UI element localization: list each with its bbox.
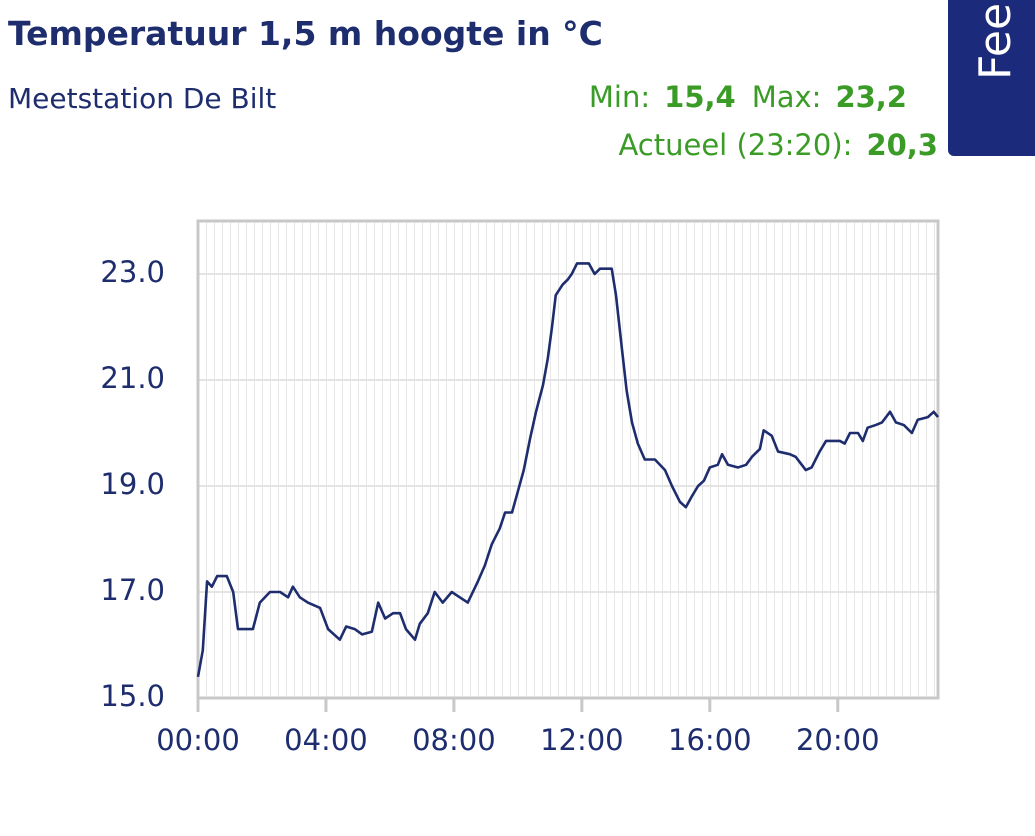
max-value: 23,2 <box>835 80 907 114</box>
current-value: 20,3 <box>866 128 938 162</box>
feedback-tab[interactable]: Fee <box>948 0 1035 156</box>
x-tick-label: 12:00 <box>540 723 624 757</box>
min-max: Min: 15,4 Max: 23,2 <box>589 80 907 114</box>
x-tick-label: 20:00 <box>796 723 880 757</box>
y-tick-label: 23.0 <box>100 255 165 289</box>
max-label: Max: <box>751 80 822 114</box>
x-tick-label: 16:00 <box>668 723 752 757</box>
y-tick-label: 19.0 <box>100 467 165 501</box>
min-label: Min: <box>588 80 651 114</box>
y-tick-label: 17.0 <box>100 573 165 607</box>
temperature-line <box>196 262 940 678</box>
subtitle: Meetstation De Bilt <box>8 82 277 115</box>
current: Actueel (23:20): 20,3 <box>618 128 938 162</box>
title: Temperatuur 1,5 m hoogte in °C <box>8 14 603 53</box>
current-label: Actueel (23:20): <box>618 128 853 162</box>
min-value: 15,4 <box>664 80 736 114</box>
y-tick-label: 15.0 <box>100 679 165 713</box>
x-tick-label: 00:00 <box>156 723 240 757</box>
x-tick-label: 04:00 <box>284 723 368 757</box>
y-tick-label: 21.0 <box>100 361 165 395</box>
x-tick-label: 08:00 <box>412 723 496 757</box>
plot-border <box>196 219 940 700</box>
